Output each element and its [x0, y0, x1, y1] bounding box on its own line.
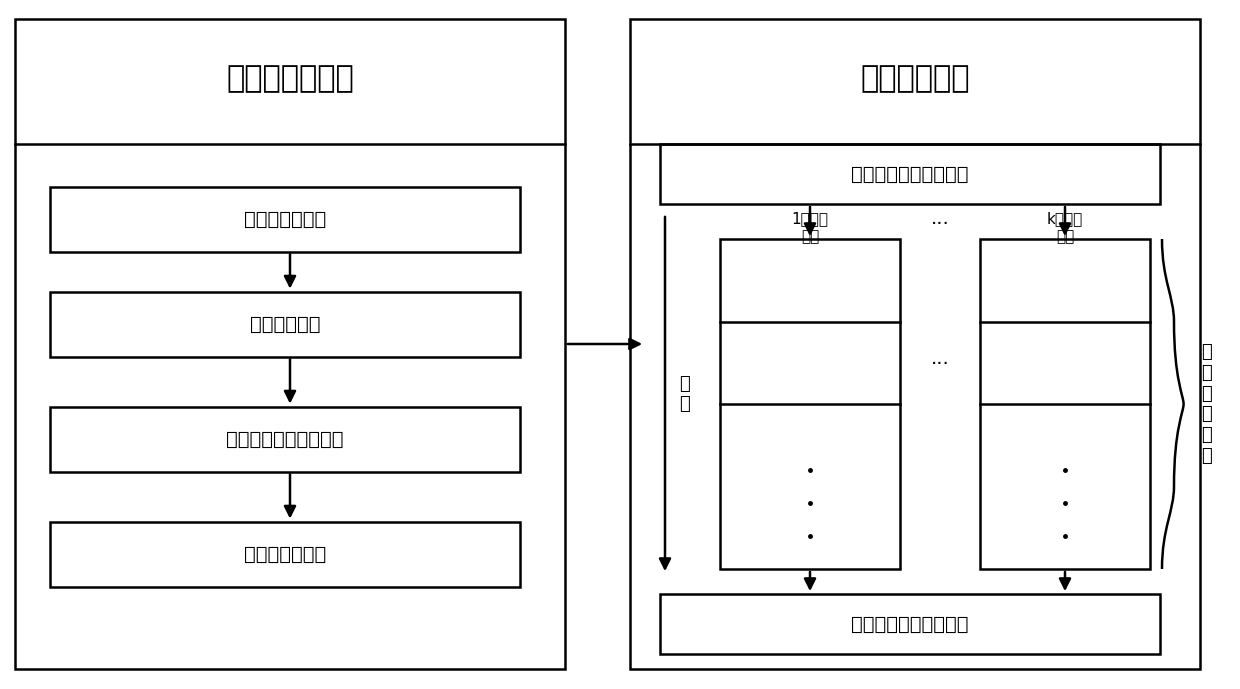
Bar: [630, 19, 1200, 669]
Text: 相量: 相量: [1056, 229, 1074, 245]
Text: 变换器均值模型: 变换器均值模型: [244, 544, 326, 564]
Bar: [720, 239, 900, 569]
Text: 时变相量仿真: 时变相量仿真: [861, 65, 970, 94]
Text: 变换器均值模型: 变换器均值模型: [226, 65, 353, 94]
Bar: [660, 594, 1159, 654]
Text: 时
变
相
量
计
算: 时 变 相 量 计 算: [1202, 343, 1213, 465]
Text: 时
间: 时 间: [680, 375, 691, 413]
Text: 1阶时变: 1阶时变: [791, 212, 828, 227]
Bar: [50, 522, 520, 586]
Bar: [660, 144, 1159, 204]
Text: 逆变器状态方程: 逆变器状态方程: [244, 209, 326, 229]
Text: 时域到时变相量的转换: 时域到时变相量的转换: [851, 165, 968, 183]
Bar: [50, 407, 520, 471]
Text: 均值建模处理: 均值建模处理: [249, 314, 320, 333]
Text: ···: ···: [931, 355, 950, 373]
Bar: [15, 19, 565, 669]
Text: ···: ···: [931, 214, 950, 234]
Text: k阶时变: k阶时变: [1047, 212, 1083, 227]
Bar: [980, 239, 1149, 569]
Text: 相量: 相量: [801, 229, 820, 245]
Bar: [50, 187, 520, 251]
Text: 变换器分段平均化方程: 变换器分段平均化方程: [226, 429, 343, 449]
Text: 时变相量到时域的转换: 时变相量到时域的转换: [851, 615, 968, 633]
Bar: [50, 291, 520, 356]
